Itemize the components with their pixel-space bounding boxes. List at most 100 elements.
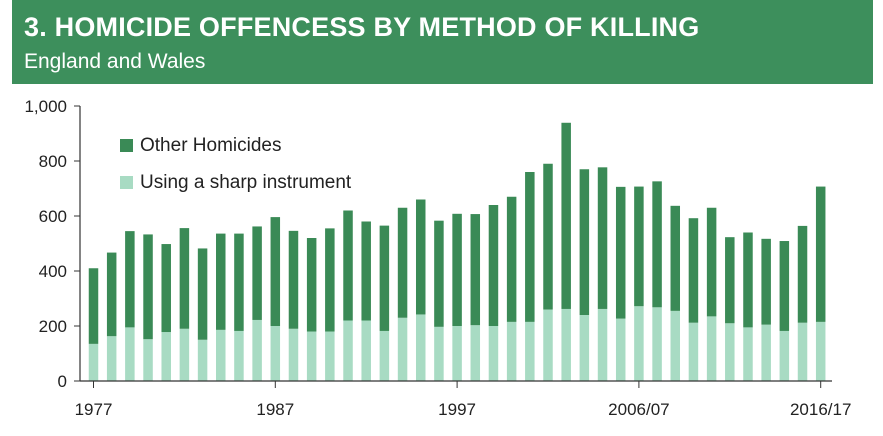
- bar-other-homicides: [325, 228, 335, 332]
- bar-sharp-instrument: [597, 308, 608, 381]
- bar-sharp-instrument: [306, 331, 317, 381]
- bar-sharp-instrument: [652, 307, 662, 381]
- bar-other-homicides: [488, 205, 499, 326]
- bar-other-homicides: [615, 186, 626, 319]
- chart-subtitle: England and Wales: [24, 50, 206, 73]
- bar-sharp-instrument: [434, 326, 444, 381]
- bar-sharp-instrument: [615, 318, 626, 381]
- x-tick-label: 2006/07: [608, 400, 669, 419]
- bar-other-homicides: [543, 163, 553, 310]
- bar-other-homicides: [688, 218, 699, 323]
- y-tick-label: 400: [39, 262, 67, 281]
- bar-sharp-instrument: [379, 330, 390, 381]
- bar-sharp-instrument: [761, 324, 771, 381]
- bar-sharp-instrument: [670, 310, 681, 381]
- bar-sharp-instrument: [325, 331, 335, 381]
- bar-other-homicides: [143, 234, 153, 340]
- legend-swatch-other: [120, 139, 133, 152]
- y-tick-label: 800: [39, 152, 67, 171]
- bar-sharp-instrument: [743, 327, 753, 381]
- bar-other-homicides: [379, 225, 390, 331]
- bar-sharp-instrument: [797, 322, 808, 381]
- bar-sharp-instrument: [252, 319, 262, 381]
- bar-other-homicides: [706, 207, 717, 317]
- legend-label-other: Other Homicides: [140, 135, 282, 156]
- bar-other-homicides: [797, 225, 808, 323]
- bar-sharp-instrument: [470, 325, 481, 381]
- bar-sharp-instrument: [106, 336, 117, 381]
- bar-other-homicides: [670, 205, 681, 311]
- bar-other-homicides: [452, 213, 462, 326]
- bar-other-homicides: [88, 268, 99, 344]
- bar-sharp-instrument: [288, 328, 299, 381]
- bar-sharp-instrument: [197, 339, 208, 381]
- bar-other-homicides: [725, 237, 735, 324]
- bar-sharp-instrument: [88, 343, 99, 381]
- bar-other-homicides: [306, 238, 317, 332]
- bar-other-homicides: [634, 186, 644, 307]
- bar-other-homicides: [415, 199, 426, 315]
- chart-title: 3. HOMICIDE OFFENCESS BY METHOD OF KILLI…: [24, 12, 700, 42]
- bar-other-homicides: [815, 186, 826, 322]
- bar-other-homicides: [234, 233, 244, 331]
- bar-chart: 0 200 400 600 800 1,000 1977 1987 1997 2006/07 201…: [24, 97, 851, 419]
- y-tick-label: 200: [39, 317, 67, 336]
- bar-sharp-instrument: [779, 330, 790, 381]
- bar-sharp-instrument: [506, 321, 517, 381]
- bar-sharp-instrument: [725, 323, 735, 381]
- bar-sharp-instrument: [397, 317, 408, 381]
- bar-other-homicides: [125, 231, 135, 328]
- bar-other-homicides: [743, 232, 753, 328]
- bar-other-homicides: [597, 167, 608, 309]
- bar-other-homicides: [361, 221, 371, 321]
- x-tick-label: 2016/17: [790, 400, 851, 419]
- bars: [88, 122, 826, 381]
- x-tick-label: 1997: [438, 400, 476, 419]
- bar-other-homicides: [161, 244, 171, 333]
- bar-sharp-instrument: [343, 320, 353, 381]
- bar-sharp-instrument: [179, 328, 190, 381]
- bar-sharp-instrument: [415, 314, 426, 381]
- bar-sharp-instrument: [216, 329, 226, 381]
- bar-other-homicides: [270, 217, 281, 326]
- bar-other-homicides: [216, 233, 226, 330]
- bar-sharp-instrument: [234, 330, 244, 381]
- bar-other-homicides: [525, 172, 535, 322]
- axes: 0 200 400 600 800 1,000 1977 1987 1997 2006/07 201…: [24, 97, 851, 419]
- bar-sharp-instrument: [452, 326, 462, 381]
- x-tick-label: 1977: [75, 400, 113, 419]
- bar-sharp-instrument: [543, 309, 553, 381]
- chart-header: 3. HOMICIDE OFFENCESS BY METHOD OF KILLI…: [12, 0, 873, 84]
- bar-other-homicides: [761, 238, 771, 325]
- bar-sharp-instrument: [579, 315, 590, 381]
- y-tick-label: 1,000: [24, 97, 67, 116]
- legend: Other Homicides Using a sharp instrument: [120, 135, 352, 193]
- bar-sharp-instrument: [706, 316, 717, 381]
- bar-sharp-instrument: [125, 327, 135, 381]
- bar-other-homicides: [179, 228, 190, 329]
- bar-sharp-instrument: [270, 326, 281, 381]
- bar-other-homicides: [434, 220, 444, 327]
- y-tick-label: 0: [58, 372, 67, 391]
- bar-other-homicides: [652, 181, 662, 308]
- bar-other-homicides: [197, 248, 208, 340]
- bar-other-homicides: [506, 196, 517, 322]
- bar-sharp-instrument: [561, 308, 571, 381]
- bar-sharp-instrument: [143, 339, 153, 381]
- bar-other-homicides: [106, 252, 117, 337]
- bar-other-homicides: [252, 226, 262, 320]
- bar-other-homicides: [561, 122, 571, 309]
- bar-sharp-instrument: [815, 321, 826, 381]
- bar-other-homicides: [343, 210, 353, 321]
- bar-other-homicides: [288, 230, 299, 329]
- bar-sharp-instrument: [634, 306, 644, 381]
- x-tick-label: 1987: [256, 400, 294, 419]
- legend-swatch-sharp: [120, 176, 133, 189]
- bar-sharp-instrument: [525, 321, 535, 381]
- bar-other-homicides: [579, 169, 590, 315]
- bar-sharp-instrument: [688, 322, 699, 381]
- bar-other-homicides: [397, 207, 408, 318]
- y-tick-label: 600: [39, 207, 67, 226]
- bar-sharp-instrument: [161, 332, 171, 381]
- bar-other-homicides: [779, 241, 790, 331]
